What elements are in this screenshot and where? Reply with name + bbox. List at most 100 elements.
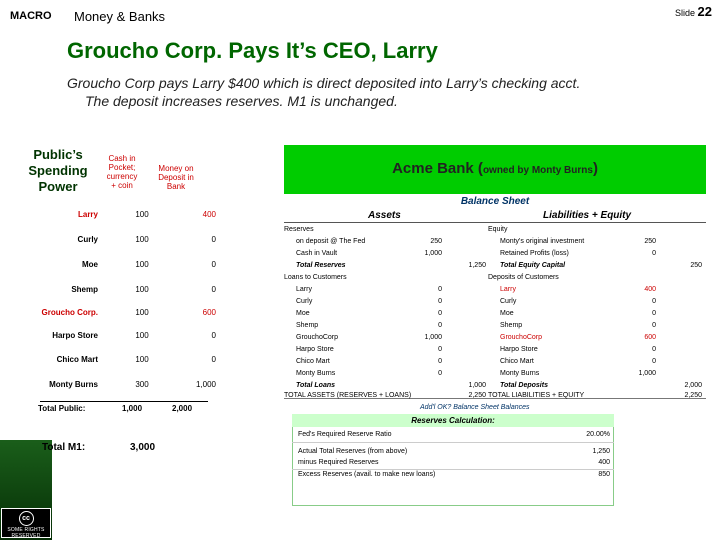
reserves-row: minus Required Reserves 400 xyxy=(298,458,610,468)
left-row-value: 0 xyxy=(438,346,442,353)
right-row-label: Curly xyxy=(500,298,517,305)
total-public-cash: 1,000 xyxy=(122,404,143,413)
left-row-total xyxy=(456,237,486,247)
right-row-value: 0 xyxy=(652,298,656,305)
left-row-label: Moe xyxy=(296,310,310,317)
left-row-label: GrouchoCorp xyxy=(296,334,339,341)
cash-header-line: Pocket; xyxy=(108,163,136,172)
balance-sheet-divider xyxy=(284,222,706,223)
subtitle-line-2: The deposit increases reserves. M1 is un… xyxy=(85,93,398,109)
left-row-total xyxy=(456,357,486,367)
slide-label: Slide xyxy=(675,8,696,18)
total-public-label: Total Public: xyxy=(38,404,86,413)
right-row-total xyxy=(672,369,702,379)
bank-header-band xyxy=(284,145,706,194)
public-name: Monty Burns xyxy=(49,380,98,389)
public-cash: 100 xyxy=(135,355,149,364)
total-m1-label: Total M1: xyxy=(42,442,86,453)
public-deposit: 0 xyxy=(211,235,216,244)
left-row-label: on deposit @ The Fed xyxy=(296,238,366,245)
right-row-total xyxy=(672,321,702,331)
public-row: Larry 100 400 xyxy=(18,210,216,224)
right-row-label: Monty Burns xyxy=(500,370,540,377)
public-row: Moe 100 0 xyxy=(18,260,216,274)
liabilities-heading: Liabilities + Equity xyxy=(543,210,632,221)
public-row: Shemp 100 0 xyxy=(18,285,216,299)
right-row-total xyxy=(672,225,702,235)
public-deposit: 1,000 xyxy=(195,380,216,389)
right-row-value: 400 xyxy=(644,286,656,293)
page-title: Groucho Corp. Pays It’s CEO, Larry xyxy=(67,38,438,63)
cc-icon: cc xyxy=(18,511,34,526)
left-row-label: Larry xyxy=(296,286,312,293)
left-row-label: Total Loans xyxy=(296,382,336,389)
right-row-total: 250 xyxy=(690,262,702,269)
total-assets-value: 2,250 xyxy=(468,392,486,399)
public-cash: 100 xyxy=(135,260,149,269)
reserves-heading: Reserves Calculation: xyxy=(292,414,614,427)
public-row: Harpo Store 100 0 xyxy=(18,331,216,345)
right-row-label: Deposits of Customers xyxy=(488,274,559,281)
course-title: Money & Banks xyxy=(74,9,166,24)
left-row-label: Harpo Store xyxy=(296,346,334,353)
cash-header-line: currency xyxy=(106,172,138,181)
reserves-divider xyxy=(292,469,614,470)
total-liabilities-label: TOTAL LIABILITIES + EQUITY xyxy=(488,392,585,399)
reserves-divider xyxy=(292,442,614,443)
left-row-label: Total Reserves xyxy=(296,262,346,269)
public-name: Moe xyxy=(82,260,98,269)
cc-license-text: SOME RIGHTS RESERVED xyxy=(7,527,45,539)
left-row-value: 1,000 xyxy=(424,250,442,257)
right-row-label: Chico Mart xyxy=(500,358,534,365)
left-row-value xyxy=(412,381,442,391)
right-row-label: Equity xyxy=(488,226,508,233)
cash-header-line: + coin xyxy=(111,181,133,190)
left-row-label: Monty Burns xyxy=(296,370,336,377)
assets-heading: Assets xyxy=(368,210,401,221)
right-row-total xyxy=(672,357,702,367)
right-row-label: Larry xyxy=(500,286,516,293)
left-row-value: 0 xyxy=(438,322,442,329)
reserves-row-value: 850 xyxy=(598,471,610,478)
right-row-label: Monty's original investment xyxy=(500,238,585,245)
right-row-total xyxy=(672,285,702,295)
right-row-total: 2,000 xyxy=(684,382,702,389)
total-m1-value: 3,000 xyxy=(130,442,156,453)
public-cash: 100 xyxy=(135,235,149,244)
right-row-value: 600 xyxy=(644,334,656,341)
left-row-total xyxy=(456,225,486,235)
reserves-row-label: minus Required Reserves xyxy=(298,459,379,466)
left-row-value: 0 xyxy=(438,370,442,377)
left-row-label: Shemp xyxy=(296,322,319,329)
total-liabilities-value: 2,250 xyxy=(684,392,702,399)
public-deposit: 0 xyxy=(211,260,216,269)
left-row-label: Reserves xyxy=(284,226,314,233)
right-row-value: 0 xyxy=(652,358,656,365)
right-row-value: 0 xyxy=(652,310,656,317)
public-deposit: 0 xyxy=(211,331,216,340)
reserves-row: Excess Reserves (avail. to make new loan… xyxy=(298,470,610,480)
left-row-total xyxy=(456,297,486,307)
left-row-value: 1,000 xyxy=(424,334,442,341)
right-row-total xyxy=(672,249,702,259)
left-row-value: 0 xyxy=(438,358,442,365)
right-row-value: 0 xyxy=(652,346,656,353)
right-row-label: Total Deposits xyxy=(500,382,548,389)
left-row-total xyxy=(456,285,486,295)
totals-divider xyxy=(284,398,706,399)
right-row-total xyxy=(672,333,702,343)
bank-owner: owned by Monty Burns xyxy=(482,165,593,176)
subtitle-line-1: Groucho Corp pays Larry $400 which is di… xyxy=(67,75,581,91)
reserves-row: Actual Total Reserves (from above) 1,250 xyxy=(298,447,610,457)
publics-total-divider xyxy=(40,401,208,402)
left-row-total xyxy=(456,369,486,379)
bank-name-text: Acme Bank ( xyxy=(392,160,483,177)
cash-column-header: Cash in Pocket; currency + coin xyxy=(100,154,144,190)
publics-heading-line: Power xyxy=(38,179,78,194)
left-row-value: 0 xyxy=(438,310,442,317)
public-row: Curly 100 0 xyxy=(18,235,216,249)
public-deposit: 0 xyxy=(211,355,216,364)
subtitle: Groucho Corp pays Larry $400 which is di… xyxy=(67,74,712,110)
right-row-label: GrouchoCorp xyxy=(500,334,543,341)
publics-heading-line: Spending xyxy=(28,163,88,178)
